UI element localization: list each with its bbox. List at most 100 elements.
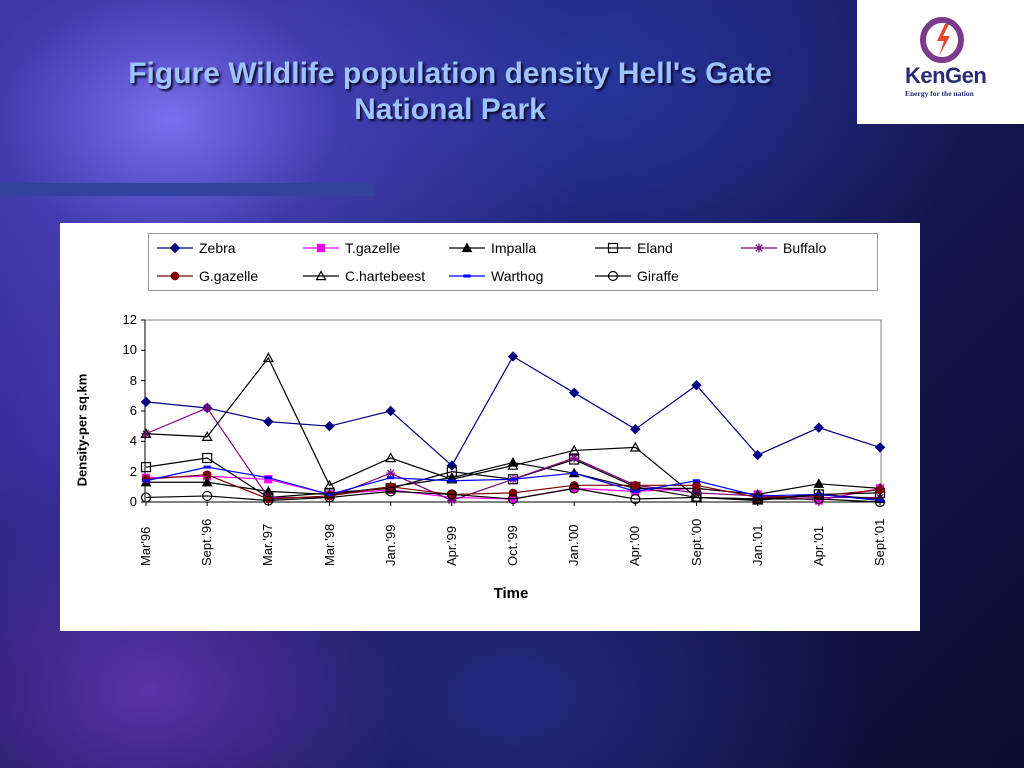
legend-swatch-buffalo <box>741 243 777 253</box>
data-point-zebra <box>630 423 641 435</box>
data-point-c-hartebeest <box>752 494 764 505</box>
kengen-logo-mark-icon <box>920 17 964 63</box>
chart-legend: Zebra T.gazelle Impalla Eland Buffalo G.gazel… <box>148 233 878 291</box>
legend-item-c-hartebeest: C.hartebeest <box>301 268 425 284</box>
data-point-zebra <box>446 460 458 471</box>
data-point-zebra <box>874 442 886 453</box>
y-tick-label: 6 <box>129 403 137 418</box>
data-point-zebra <box>568 387 580 399</box>
y-tick-label: 2 <box>129 463 137 479</box>
data-point-giraffe <box>630 493 641 505</box>
y-tick-label: 4 <box>129 433 137 449</box>
data-point-warthog <box>325 492 334 496</box>
data-point-zebra <box>263 416 274 427</box>
data-point-g-gazelle <box>875 485 885 495</box>
series-line-c-hartebeest <box>145 356 881 502</box>
data-point-impalla <box>813 478 825 488</box>
data-point-giraffe <box>385 486 396 497</box>
series-line-giraffe <box>145 487 881 503</box>
data-point-warthog <box>448 479 456 483</box>
legend-label: T.gazelle <box>345 240 401 256</box>
legend-swatch-impalla <box>449 242 485 253</box>
legend-item-eland: Eland <box>593 240 673 256</box>
data-point-giraffe <box>263 495 274 506</box>
legend-swatch-g-gazelle <box>157 271 193 281</box>
slide-title-line-2: National Park <box>354 93 546 126</box>
slide-title-line-1: Figure Wildlife population density Hell'… <box>128 57 772 90</box>
legend-label: G.gazelle <box>199 268 259 284</box>
data-point-zebra <box>691 380 702 391</box>
x-axis-label: Time <box>493 585 529 602</box>
legend-label: Buffalo <box>783 240 827 256</box>
data-point-buffalo <box>569 453 579 463</box>
legend-item-zebra: Zebra <box>155 240 236 256</box>
y-tick-label: 10 <box>122 342 137 358</box>
y-tick-label: 8 <box>129 372 137 388</box>
legend-label: Eland <box>637 240 673 256</box>
data-point-giraffe <box>874 496 886 508</box>
legend-item-g-gazelle: G.gazelle <box>155 268 258 284</box>
data-point-eland <box>446 466 457 477</box>
legend-label: Giraffe <box>637 268 679 284</box>
data-point-c-hartebeest <box>568 444 580 455</box>
data-point-buffalo <box>202 403 212 413</box>
data-point-zebra <box>140 396 152 408</box>
y-tick-label: 0 <box>129 494 137 509</box>
legend-label: Warthog <box>491 268 544 284</box>
data-point-zebra <box>385 405 396 417</box>
data-point-c-hartebeest <box>140 428 152 438</box>
data-point-impalla <box>201 476 213 487</box>
kengen-logo: KenGen Energy for the nation <box>857 0 1024 124</box>
legend-label: C.hartebeest <box>345 268 426 284</box>
legend-swatch-giraffe <box>595 270 631 282</box>
series-line-buffalo <box>145 407 880 502</box>
legend-item-t-gazelle: T.gazelle <box>301 240 400 256</box>
logo-wordmark: KenGen <box>905 63 987 88</box>
data-point-g-gazelle <box>202 470 212 480</box>
title-underline-bar <box>0 183 375 196</box>
data-point-warthog <box>754 494 762 498</box>
data-point-giraffe <box>507 493 519 505</box>
legend-item-impalla: Impalla <box>447 240 536 256</box>
legend-swatch-warthog <box>449 274 485 278</box>
data-point-giraffe <box>140 492 152 503</box>
data-point-giraffe <box>202 490 213 502</box>
data-point-c-hartebeest <box>201 431 213 441</box>
data-point-giraffe <box>813 493 824 505</box>
data-point-warthog <box>203 465 211 469</box>
logo-tagline: Energy for the nation <box>905 89 974 98</box>
data-point-g-gazelle <box>692 480 701 490</box>
data-point-c-hartebeest <box>629 441 641 452</box>
chart-panel: Zebra T.gazelle Impalla Eland Buffalo G.gazel… <box>60 223 920 631</box>
data-point-warthog <box>142 479 150 483</box>
data-point-warthog <box>387 476 395 480</box>
data-point-c-hartebeest <box>323 479 336 490</box>
data-point-warthog <box>692 479 701 483</box>
legend-label: Impalla <box>491 240 537 256</box>
y-tick-label: 12 <box>122 312 137 327</box>
legend-swatch-zebra <box>157 242 193 254</box>
data-point-giraffe <box>446 489 457 500</box>
data-point-giraffe <box>324 492 335 503</box>
legend-swatch-t-gazelle <box>303 243 339 253</box>
data-point-c-hartebeest <box>507 459 519 470</box>
data-point-g-gazelle <box>631 480 640 490</box>
data-point-zebra <box>752 449 763 461</box>
slide-title: Figure Wildlife population density Hell'… <box>40 56 860 128</box>
data-point-giraffe <box>569 483 580 494</box>
legend-swatch-eland <box>595 242 631 254</box>
data-point-warthog <box>570 471 578 475</box>
data-point-eland <box>202 452 213 464</box>
legend-item-buffalo: Buffalo <box>739 240 826 256</box>
data-point-zebra <box>813 422 825 433</box>
data-point-zebra <box>324 420 335 432</box>
data-point-buffalo <box>386 468 396 478</box>
legend-label: Zebra <box>199 240 236 256</box>
legend-item-warthog: Warthog <box>447 268 543 284</box>
legend-swatch-c-hartebeest <box>303 270 339 281</box>
data-point-giraffe <box>752 493 763 505</box>
data-point-zebra <box>507 351 519 362</box>
data-point-warthog <box>264 476 272 480</box>
data-point-giraffe <box>691 492 702 503</box>
plot-area <box>140 319 886 508</box>
